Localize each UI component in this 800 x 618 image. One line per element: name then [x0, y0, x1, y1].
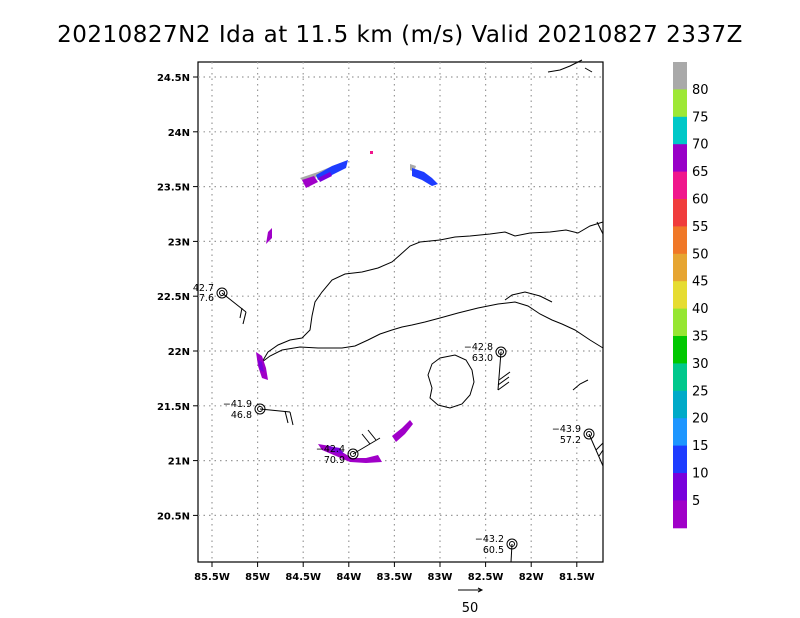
cayman-islet-northeast — [547, 59, 593, 73]
vector-scale-label: 50 — [462, 601, 479, 616]
cuba-coastline — [261, 221, 604, 363]
colorbar-label: 65 — [692, 165, 709, 180]
y-tick-label: 22.5N — [157, 292, 190, 303]
station-central-line1: −42.4 — [316, 444, 345, 455]
x-tick-label: 82.5W — [468, 572, 504, 583]
station-central-line2: 70.9 — [324, 455, 345, 466]
colorbar-label: 40 — [692, 302, 709, 317]
y-tick-label: 23N — [168, 237, 190, 248]
colorbar-swatch — [673, 116, 687, 145]
colorbar: 80 75 70 65 60 55 50 45 40 35 30 25 20 15 10 5 — [673, 62, 709, 529]
colorbar-label: 20 — [692, 412, 709, 427]
colorbar-label: 50 — [692, 247, 709, 262]
patch-north-dot — [370, 151, 373, 154]
gridlines — [198, 62, 603, 562]
x-tick-label: 84.5W — [285, 572, 321, 583]
colorbar-swatch — [673, 89, 687, 118]
vector-scale: 50 — [458, 587, 484, 616]
station-south-marker: −43.2 60.5 — [475, 534, 518, 563]
colorbar-label: 35 — [692, 330, 709, 345]
patch-south-east — [392, 420, 413, 442]
colorbar-label: 15 — [692, 439, 709, 454]
colorbar-swatch — [673, 418, 687, 447]
patch-south-arc-violet — [328, 446, 344, 454]
patch-north-1-violet — [318, 172, 332, 182]
longitude-ticks: 85.5W 85W 84.5W 84W 83.5W 83W 82.5W 82W 81.5W — [194, 562, 595, 583]
x-tick-label: 82W — [519, 572, 544, 583]
colorbar-label: 80 — [692, 83, 709, 98]
colorbar-label: 30 — [692, 357, 709, 372]
station-south-line2: 60.5 — [483, 545, 504, 556]
station-central-east-line2: 63.0 — [472, 353, 493, 364]
y-tick-label: 20.5N — [157, 511, 190, 522]
latitude-ticks: 24.5N 24N 23.5N 23N 22.5N 22N 21.5N 21N 20.5N — [157, 73, 198, 522]
colorbar-swatch — [673, 363, 687, 392]
station-south-line1: −43.2 — [475, 534, 504, 545]
station-west-marker: 42.7 7.6 — [193, 283, 247, 325]
patch-north-2-blue — [412, 168, 438, 186]
colorbar-swatch — [673, 473, 687, 501]
x-tick-label: 83W — [428, 572, 453, 583]
cay-east — [572, 379, 589, 391]
y-tick-label: 21.5N — [157, 402, 190, 413]
station-central-east-line1: −42.8 — [464, 342, 493, 353]
station-markers: 42.7 7.6 −42.8 63.0 −41.9 46.8 — [193, 283, 604, 563]
cuba-east-edge — [596, 221, 604, 235]
colorbar-swatch — [673, 171, 687, 200]
x-tick-label: 84W — [336, 572, 361, 583]
colorbar-swatch — [673, 144, 687, 173]
patch-north-1-purple — [302, 176, 318, 188]
colorbar-label: 10 — [692, 467, 709, 482]
x-tick-label: 85.5W — [194, 572, 230, 583]
coastlines — [261, 59, 604, 409]
colorbar-swatch — [673, 281, 687, 310]
colorbar-swatch — [673, 390, 687, 419]
station-east-marker: −43.9 57.2 — [552, 424, 604, 467]
patch-west-small — [266, 228, 272, 244]
y-tick-label: 24N — [168, 128, 190, 139]
station-east-line1: −43.9 — [552, 424, 581, 435]
colorbar-swatch — [673, 308, 687, 337]
colorbar-label: 25 — [692, 384, 709, 399]
colorbar-label: 75 — [692, 110, 709, 125]
colorbar-label: 55 — [692, 220, 709, 235]
colorbar-label: 45 — [692, 275, 709, 290]
colorbar-label: 70 — [692, 138, 709, 153]
cuba-south-coast-inlet — [504, 291, 553, 303]
station-west-south-line2: 46.8 — [231, 410, 252, 421]
y-tick-label: 22N — [168, 347, 190, 358]
station-east-line2: 57.2 — [560, 435, 581, 446]
x-tick-label: 83.5W — [377, 572, 413, 583]
colorbar-swatch — [673, 62, 687, 90]
wind-speed-patches — [256, 151, 438, 463]
colorbar-swatch — [673, 445, 687, 474]
colorbar-swatch — [673, 199, 687, 227]
station-west-south-line1: −41.9 — [223, 399, 252, 410]
colorbar-label: 60 — [692, 193, 709, 208]
station-west-line1: 42.7 — [193, 283, 214, 294]
x-tick-label: 81.5W — [559, 572, 595, 583]
y-tick-label: 24.5N — [157, 73, 190, 84]
colorbar-swatch — [673, 253, 687, 282]
isle-of-youth-coastline — [427, 354, 475, 409]
x-tick-label: 85W — [245, 572, 270, 583]
plot-frame — [197, 61, 604, 563]
y-tick-label: 23.5N — [157, 183, 190, 194]
colorbar-label: 5 — [692, 494, 700, 509]
station-west-south-marker: −41.9 46.8 — [223, 399, 294, 426]
colorbar-swatch — [673, 226, 687, 255]
map-title: 20210827N2 Ida at 11.5 km (m/s) Valid 20… — [57, 22, 743, 48]
colorbar-swatch — [673, 500, 687, 529]
station-central-marker: −42.4 70.9 — [316, 429, 381, 466]
station-central-east-marker: −42.8 63.0 — [464, 342, 511, 391]
patch-west-mid-violet — [258, 360, 264, 372]
station-west-line2: 7.6 — [199, 293, 214, 304]
colorbar-swatch — [673, 336, 687, 364]
y-tick-label: 21N — [168, 457, 190, 468]
